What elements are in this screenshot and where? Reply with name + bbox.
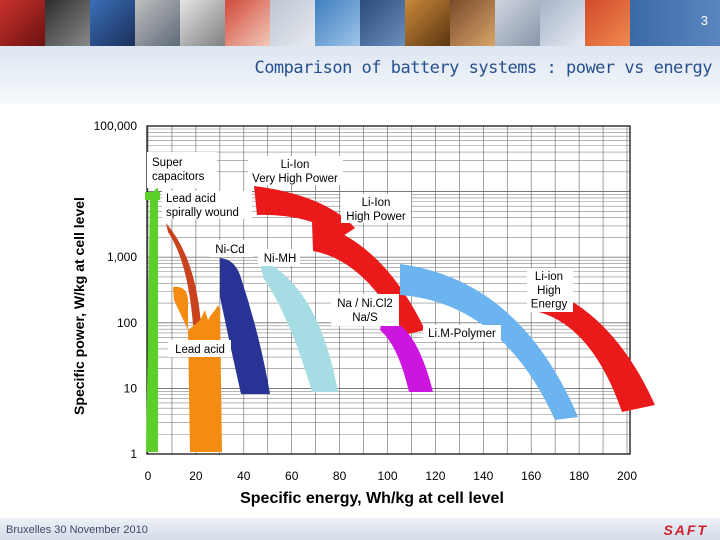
series-band-li-m-polymer (400, 264, 578, 420)
label-ni-mh: Ni-MH (264, 253, 297, 265)
x-tick-label: 20 (189, 469, 203, 483)
label-li-ion-very-high-power: Li-Ion Very High Power (252, 159, 338, 185)
x-axis-label: Specific energy, Wh/kg at cell level (240, 490, 504, 507)
label-lead-acid: Lead acid (175, 344, 225, 356)
saft-logo: SAFT (663, 522, 708, 538)
x-tick-label: 180 (569, 469, 589, 483)
banner-image-5 (180, 0, 225, 46)
label-box-ni-mh (258, 249, 300, 266)
label-super-capacitors: Super capacitors (152, 157, 205, 183)
banner-image-8 (315, 0, 360, 46)
label-box-li-ion-high-energy (527, 268, 573, 312)
title-band (0, 46, 720, 104)
label-li-ion-high-energy: Li-ion High Energy (531, 271, 568, 311)
footer-text: Bruxelles 30 November 2010 (6, 524, 148, 536)
x-tick-label: 140 (473, 469, 493, 483)
y-tick-label: 100 (117, 316, 137, 330)
slide-title: Comparison of battery systems : power vs… (254, 58, 712, 78)
banner-image-3 (90, 0, 135, 46)
series-band-ni-mh (258, 258, 338, 392)
series-band-li-ion-very-high-power (254, 186, 355, 236)
axis-ticks: 0 20 40 60 80 100 120 140 160 180 200 1 10 100 1,000 10… (94, 119, 638, 483)
x-tick-label: 40 (237, 469, 251, 483)
slide-number: 3 (700, 13, 708, 28)
label-li-ion-high-power: Li-Ion High Power (346, 197, 406, 223)
label-box-super-capacitors (147, 152, 217, 188)
x-tick-label: 100 (377, 469, 397, 483)
banner-image-1 (0, 0, 45, 46)
label-li-m-polymer: Li.M-Polymer (428, 328, 496, 340)
header-banner: 3 (0, 0, 720, 46)
banner-image-11 (450, 0, 495, 46)
footer-bar (0, 518, 720, 540)
label-box-lead-acid (168, 340, 231, 357)
label-box-li-ion-high-power (341, 194, 411, 223)
banner-image-4 (135, 0, 180, 46)
y-tick-label: 100,000 (94, 119, 138, 133)
label-box-li-m-polymer (423, 325, 501, 341)
y-tick-label: 1,000 (107, 250, 137, 264)
battery-comparison-chart: Super capacitors Li-Ion Very High Power Le… (71, 119, 655, 507)
label-box-li-ion-very-high-power (248, 156, 343, 185)
x-tick-label: 80 (333, 469, 347, 483)
x-tick-label: 160 (521, 469, 541, 483)
series-band-lead-acid (173, 286, 222, 452)
plot-frame (146, 125, 631, 455)
banner-image-7 (270, 0, 315, 46)
series-band-na-nicl2-nas (380, 318, 433, 392)
y-tick-label: 10 (124, 381, 138, 395)
label-box-lead-acid-spirally-wound (162, 191, 252, 219)
x-tick-label: 200 (617, 469, 637, 483)
series-band-super-capacitors (146, 187, 158, 452)
x-tick-label: 0 (145, 469, 152, 483)
banner-image-12 (495, 0, 540, 46)
banner-image-15 (630, 0, 720, 46)
banner-image-6 (225, 0, 270, 46)
label-lead-acid-spirally-wound: Lead acid spirally wound (166, 193, 239, 219)
banner-image-2 (45, 0, 90, 46)
banner-image-9 (360, 0, 405, 46)
x-tick-label: 120 (425, 469, 445, 483)
label-na-nicl2-nas: Na / Ni.Cl2 Na/S (337, 298, 393, 324)
label-box-ni-cd (209, 240, 253, 257)
x-tick-label: 60 (285, 469, 299, 483)
y-axis-label: Specific power, W/kg at cell level (71, 197, 87, 415)
banner-image-10 (405, 0, 450, 46)
banner-image-13 (540, 0, 585, 46)
banner-image-14 (585, 0, 630, 46)
series-band-lead-acid-spirally-wound (166, 223, 201, 325)
series-band-li-ion-high-energy (530, 283, 655, 412)
label-ni-cd: Ni-Cd (215, 244, 244, 256)
y-tick-label: 1 (130, 447, 137, 461)
super-capacitors-cap (145, 192, 160, 200)
series-band-ni-cd (220, 258, 270, 394)
label-box-na-nicl2-nas (331, 294, 399, 326)
